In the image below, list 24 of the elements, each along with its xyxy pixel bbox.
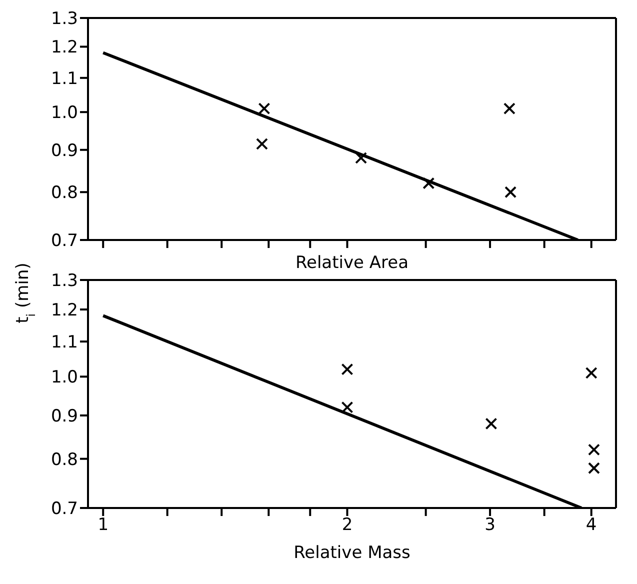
y-tick-label: 1.0 <box>50 368 78 388</box>
point <box>256 138 268 150</box>
y-tick-label: 1.1 <box>50 68 78 89</box>
y-tick-label: 1.1 <box>50 332 78 353</box>
y-tick-label: 1.3 <box>50 271 78 292</box>
x-tick-label: 3 <box>484 515 496 536</box>
y-tick-label: 0.9 <box>50 406 78 426</box>
y-tick-label: 1.2 <box>50 300 78 321</box>
y-tick-label: 0.7 <box>50 499 78 520</box>
x-tick-label: 4 <box>586 515 597 536</box>
y-tick-label: 1.3 <box>50 9 78 30</box>
point <box>258 102 270 115</box>
y-tick-label: 1.0 <box>50 103 78 124</box>
x-axis-title: Relative Mass <box>294 543 411 563</box>
y-tick-label: 0.7 <box>50 231 78 252</box>
x-tick-label: 1 <box>98 515 109 536</box>
point <box>503 102 516 115</box>
y-tick-label: 0.9 <box>50 140 78 161</box>
y-tick-label: 1.2 <box>50 38 78 58</box>
x-tick-label: 2 <box>342 515 353 536</box>
y-tick-label: 0.8 <box>50 183 78 204</box>
x-axis-title: Relative Area <box>295 253 409 273</box>
y-tick-label: 0.8 <box>50 450 78 470</box>
point <box>504 186 517 198</box>
